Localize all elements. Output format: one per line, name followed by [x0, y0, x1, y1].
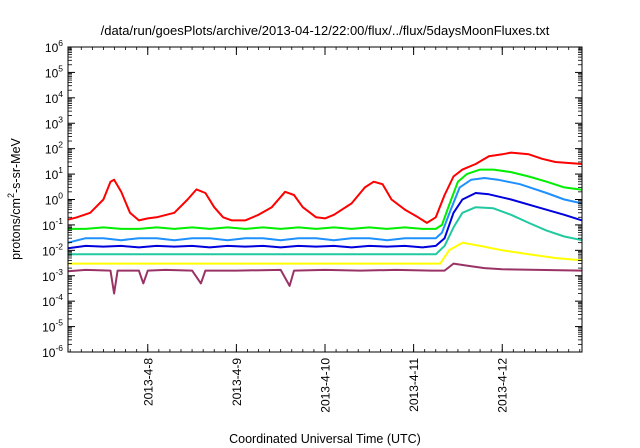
- y-tick-label: 104: [45, 89, 63, 106]
- y-tick-label: 10-4: [42, 292, 63, 309]
- y-tick-label: 100: [45, 191, 63, 208]
- series-line-3: [67, 177, 583, 244]
- x-tick-label: 2013-4-9: [230, 358, 244, 406]
- y-tick-label: 10-2: [42, 241, 63, 258]
- series-line-1: [67, 151, 583, 224]
- y-tick-label: 10-3: [42, 267, 63, 284]
- x-axis-title: Coordinated Universal Time (UTC): [229, 432, 421, 446]
- x-tick-label: 2013-4-12: [496, 358, 510, 413]
- x-tick-label: 2013-4-8: [141, 358, 155, 406]
- y-tick-label: 106: [45, 38, 63, 55]
- series-line-5: [68, 206, 583, 256]
- series-layer: [67, 151, 583, 295]
- x-axis: 2013-4-8 2013-4-9 2013-4-10 2013-4-11 2013-4…: [69, 47, 581, 413]
- chart-title: /data/run/goesPlots/archive/2013-04-12/2…: [101, 23, 550, 38]
- y-tick-label: 103: [45, 114, 63, 131]
- series-line-4: [67, 192, 583, 250]
- plot-frame: [67, 46, 583, 353]
- y-tick-label: 10-6: [42, 343, 63, 360]
- y-axis-title-superscript: 2: [6, 193, 16, 198]
- y-tick-label: 101: [45, 165, 63, 182]
- y-tick-label: 102: [45, 140, 63, 157]
- y-axis-title: protons/cm2-s-sr-MeV: [6, 137, 23, 259]
- y-axis-title-rest: -s-sr-MeV: [9, 137, 23, 193]
- x-tick-label: 2013-4-10: [319, 358, 333, 413]
- series-line-6: [68, 241, 583, 265]
- series-line-7: [67, 262, 583, 295]
- y-tick-label: 105: [45, 63, 63, 80]
- y-tick-label: 10-1: [42, 216, 63, 233]
- y-axis-title-main: protons/cm: [9, 198, 23, 260]
- y-axis: 10-6 10-5 10-4 10-3 10-2 10-1 100 101 102 103 104 1…: [42, 38, 582, 360]
- series-line-2: [68, 168, 583, 230]
- y-tick-label: 10-5: [42, 318, 63, 335]
- x-tick-label: 2013-4-11: [407, 358, 421, 412]
